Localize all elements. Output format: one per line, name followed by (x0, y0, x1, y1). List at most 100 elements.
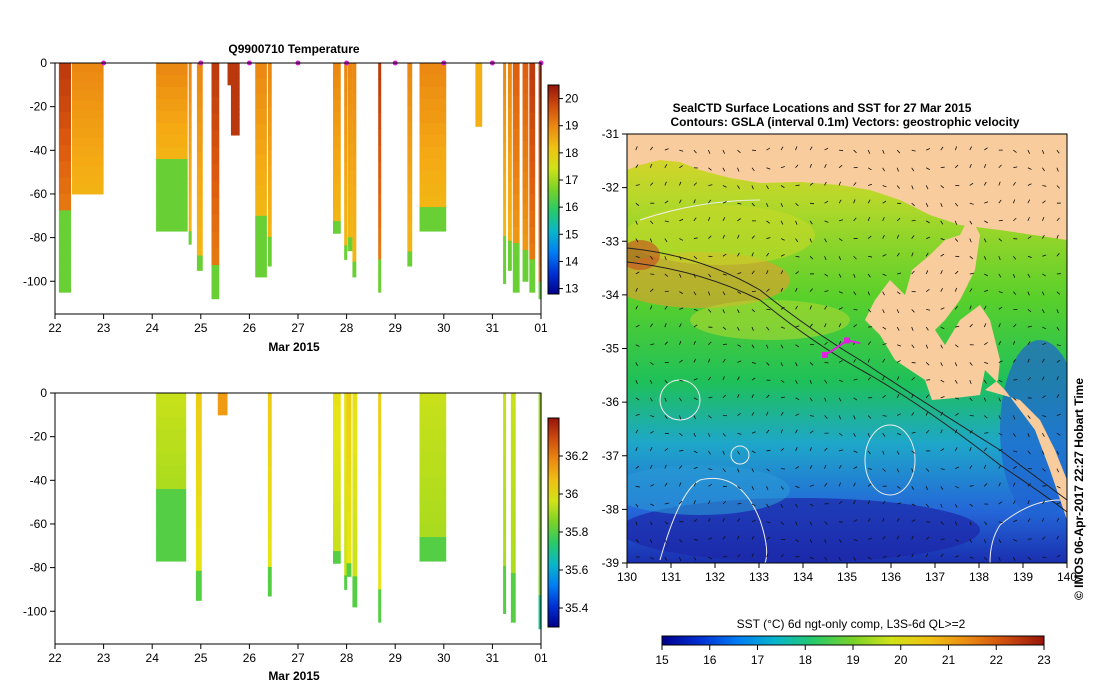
profile-segment (522, 125, 529, 142)
velocity-vector (664, 200, 669, 204)
velocity-vector (998, 521, 1003, 524)
profile-segment (344, 575, 348, 590)
velocity-vector (1027, 518, 1031, 522)
velocity-vector (896, 185, 900, 189)
velocity-vector (1012, 181, 1016, 186)
profile-segment (156, 99, 188, 112)
velocity-vector (882, 450, 885, 455)
velocity-vector (679, 397, 682, 402)
profile-segment (196, 63, 203, 79)
y-tick-label: -20 (30, 100, 48, 114)
velocity-vector (954, 362, 958, 367)
profile-segment (156, 75, 188, 88)
profile-segment (507, 240, 512, 257)
profile-segment (344, 463, 348, 478)
temperature-section-plot: Q9900710 Temperature 22 23 24 25 26 27 28 29 30 3… (23, 42, 579, 354)
bathymetry-contour (627, 261, 1067, 513)
profile-segment (510, 573, 516, 590)
velocity-vector (664, 181, 667, 186)
velocity-vector (708, 415, 712, 419)
velocity-vector (678, 340, 682, 345)
velocity-vector (984, 289, 989, 293)
velocity-vector (650, 484, 655, 487)
velocity-vector (751, 411, 755, 416)
velocity-vector (867, 341, 871, 346)
profile-segment (378, 226, 382, 244)
profile-segment (58, 161, 72, 179)
profile-segment (512, 161, 520, 179)
velocity-vector (969, 220, 973, 225)
velocity-vector (969, 503, 974, 507)
profile-column (58, 63, 72, 293)
profile-segment (529, 243, 536, 260)
profile-column (352, 393, 358, 608)
profile-segment (156, 63, 188, 76)
profile-segment (538, 180, 542, 199)
profile-segment (378, 442, 382, 459)
profile-segment (196, 225, 203, 242)
profile-column (72, 63, 104, 195)
profile-segment (267, 193, 272, 209)
velocity-vector (911, 185, 914, 190)
profile-segment (156, 87, 188, 100)
temperature-y-axis: 0 -20 -40 -60 -80 -100 (23, 56, 55, 288)
velocity-vector (650, 288, 654, 292)
profile-segment (195, 526, 202, 542)
profile-segment (344, 477, 348, 492)
profile-segment (72, 91, 104, 101)
profile-segment (503, 251, 507, 269)
velocity-vector (882, 415, 887, 417)
profile-segment (507, 181, 512, 197)
profile-column (347, 63, 353, 252)
profile-segment (538, 578, 542, 596)
profile-segment (217, 396, 228, 399)
velocity-vector (722, 217, 726, 222)
velocity-vector (940, 411, 944, 416)
velocity-vector (809, 238, 812, 243)
velocity-vector (925, 394, 929, 399)
profile-segment (332, 551, 341, 564)
profile-segment (529, 95, 536, 113)
velocity-vector (1027, 255, 1032, 258)
colorbar-tick-label: 15 (565, 227, 579, 241)
velocity-vector (1013, 519, 1018, 523)
velocity-vector (969, 182, 974, 186)
profile-segment (332, 196, 341, 210)
velocity-vector (693, 255, 698, 260)
velocity-vector (882, 432, 886, 437)
velocity-vector (969, 362, 973, 366)
velocity-vector (1013, 379, 1018, 381)
velocity-vector (838, 539, 842, 543)
velocity-vector (925, 288, 930, 292)
profile-segment (344, 435, 348, 450)
profile-segment (419, 171, 447, 184)
profile-segment (507, 151, 512, 168)
velocity-vector (984, 273, 988, 277)
profile-segment (419, 195, 447, 208)
colorbar-tick-label: 14 (565, 254, 579, 268)
profile-segment (344, 91, 348, 106)
profile-segment (419, 537, 447, 550)
profile-segment (538, 527, 542, 546)
velocity-vector (1013, 466, 1017, 469)
velocity-vector (635, 485, 640, 488)
velocity-vector (838, 256, 842, 261)
velocity-vector (882, 217, 885, 222)
profile-segment (347, 156, 353, 171)
velocity-vector (867, 556, 872, 560)
velocity-vector (664, 164, 668, 168)
colorbar-tick-label: 36.2 (565, 449, 589, 463)
velocity-vector (664, 397, 667, 402)
profile-segment (503, 78, 507, 95)
velocity-vector (911, 411, 915, 416)
profile-segment (538, 281, 542, 300)
velocity-vector (780, 203, 784, 207)
profile-segment (512, 193, 520, 211)
velocity-vector (708, 433, 711, 438)
velocity-vector (867, 450, 871, 455)
velocity-vector (693, 182, 697, 186)
sst-colorbar (661, 635, 1045, 646)
velocity-vector (795, 413, 800, 416)
velocity-vector (867, 167, 872, 171)
velocity-vector (1042, 273, 1046, 277)
